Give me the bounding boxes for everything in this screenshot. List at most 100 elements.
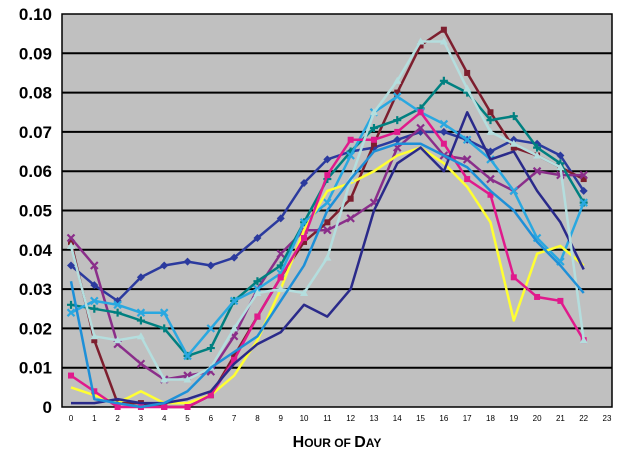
data-point: [440, 26, 447, 33]
data-point: [417, 109, 424, 116]
data-point: [394, 89, 401, 96]
data-point: [67, 261, 75, 270]
data-point: [533, 143, 542, 152]
data-point: [580, 176, 587, 183]
data-point: [90, 304, 99, 313]
data-point: [510, 144, 517, 151]
data-point: [346, 214, 355, 223]
gridlines: [62, 52, 612, 369]
data-point: [323, 253, 332, 261]
data-point: [346, 151, 355, 160]
y-tick-label: 0.05: [19, 202, 52, 221]
data-point: [67, 300, 75, 309]
x-axis-title-part: AY: [366, 436, 382, 450]
data-point: [323, 198, 332, 207]
data-point: [113, 336, 122, 344]
x-axis-title-part: D: [354, 434, 366, 451]
x-axis-title-part: H: [293, 434, 305, 451]
data-point: [183, 351, 192, 361]
data-point: [90, 332, 99, 340]
data-point: [509, 186, 519, 196]
y-tick-label: 0.02: [19, 319, 52, 338]
data-point: [439, 37, 448, 45]
x-tick-label: 0: [69, 414, 74, 423]
data-point: [300, 178, 309, 187]
data-point: [90, 281, 99, 290]
data-point: [253, 234, 262, 243]
data-point: [206, 261, 215, 270]
data-point: [486, 116, 495, 125]
data-point: [556, 163, 565, 171]
data-point: [556, 151, 565, 160]
x-tick-label: 23: [603, 414, 612, 423]
series-line: [71, 111, 585, 405]
y-tick-label: 0.03: [19, 280, 52, 299]
data-point: [393, 116, 402, 125]
data-point: [276, 214, 285, 223]
y-tick-label: 0: [43, 398, 52, 417]
x-tick-label: 6: [209, 414, 214, 423]
data-point: [369, 123, 378, 132]
data-point: [579, 198, 588, 207]
data-point: [160, 324, 169, 333]
data-point: [370, 136, 377, 143]
data-point: [68, 372, 74, 379]
y-axis-labels: 0 0.01 0.02 0.03 0.04 0.05 0.06 0.07 0.08 0.09 0.1…: [19, 5, 53, 417]
data-point: [370, 140, 377, 147]
data-point: [369, 108, 378, 116]
x-tick-label: 7: [232, 414, 237, 423]
data-point: [207, 392, 214, 399]
series-7: [68, 109, 587, 410]
series-layer: [66, 26, 588, 410]
data-point: [230, 324, 239, 332]
data-point: [113, 300, 122, 310]
data-point: [161, 404, 168, 410]
data-point: [231, 352, 238, 359]
data-point: [277, 274, 284, 281]
data-point: [66, 308, 76, 317]
x-tick-label: 4: [162, 414, 167, 423]
data-point: [254, 313, 261, 320]
x-tick-label: 16: [439, 414, 448, 423]
data-point: [579, 170, 588, 180]
data-point: [324, 219, 331, 226]
data-point: [136, 273, 145, 282]
data-point: [532, 166, 542, 176]
data-point: [393, 135, 402, 144]
data-point: [91, 388, 98, 395]
data-point: [394, 128, 401, 135]
data-point: [534, 293, 541, 300]
x-tick-label: 11: [323, 414, 332, 423]
data-point: [231, 356, 238, 363]
x-tick-label: 5: [185, 414, 190, 423]
x-axis-title: HOUR OF DAY: [293, 434, 382, 451]
data-point: [533, 151, 542, 159]
data-point: [253, 277, 262, 286]
data-point: [136, 332, 145, 340]
data-point: [206, 344, 215, 353]
data-point: [392, 92, 402, 101]
data-point: [276, 285, 285, 293]
data-point: [90, 296, 99, 306]
data-point: [184, 404, 191, 410]
data-point: [324, 172, 331, 179]
data-point: [323, 225, 332, 235]
data-point: [136, 308, 146, 317]
data-point: [486, 127, 495, 135]
data-point: [416, 123, 425, 133]
x-tick-label: 19: [509, 414, 518, 423]
data-point: [136, 316, 145, 325]
data-point: [417, 42, 424, 49]
data-point: [113, 308, 122, 317]
data-point: [486, 174, 495, 184]
series-line: [70, 146, 585, 405]
data-point: [136, 359, 146, 369]
data-point: [509, 112, 518, 121]
data-point: [557, 297, 564, 304]
data-point: [464, 176, 471, 183]
data-point: [230, 253, 239, 262]
data-point: [393, 76, 402, 84]
x-tick-label: 17: [463, 414, 472, 423]
data-point: [276, 249, 286, 259]
y-tick-label: 0.01: [19, 359, 52, 378]
